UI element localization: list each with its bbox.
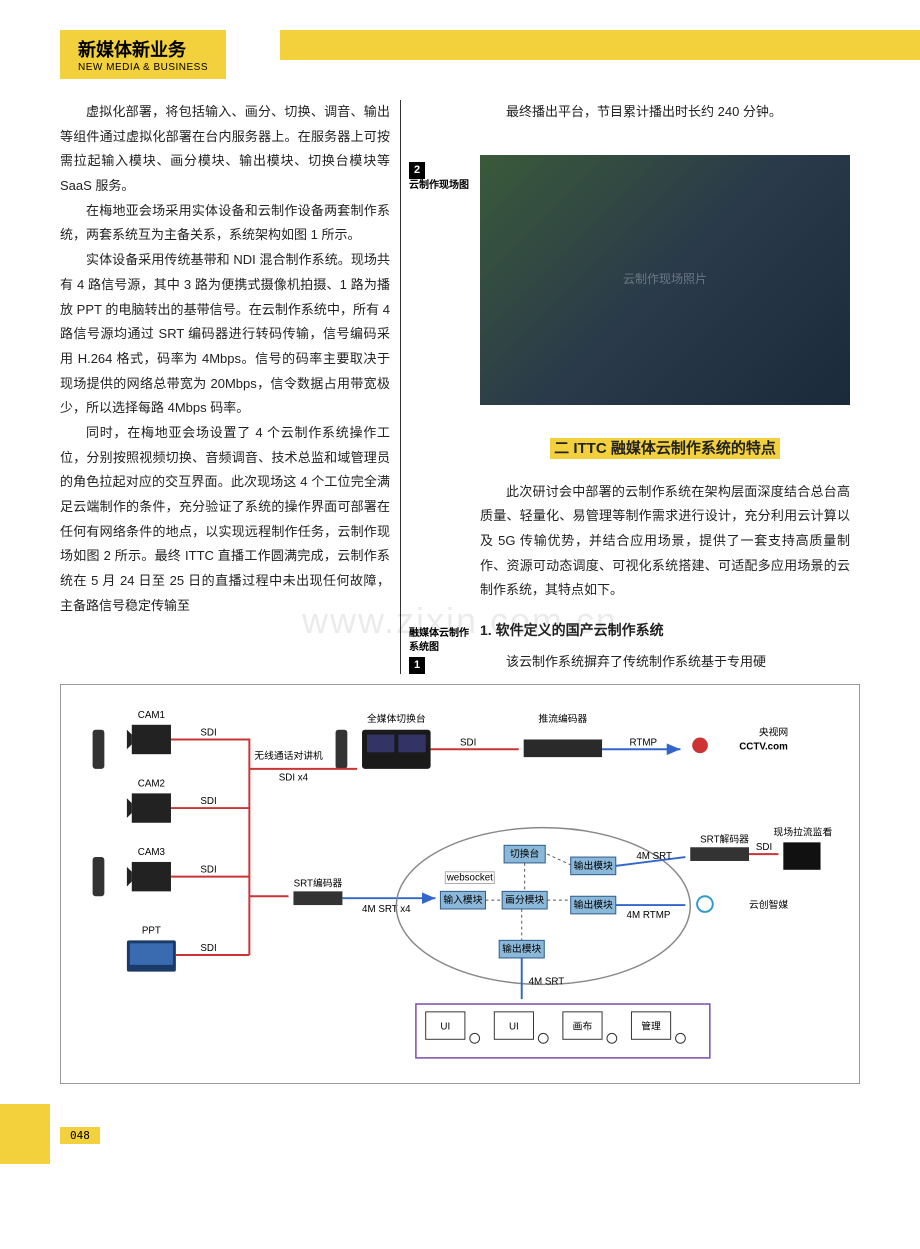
svg-text:全媒体切换台: 全媒体切换台: [367, 712, 426, 725]
svg-text:切换台: 切换台: [510, 847, 540, 860]
system-diagram: CAM1 CAM2 CAM3 PPT SDI SDI SDI SDI 无线通话对…: [60, 684, 860, 1084]
content-columns: 虚拟化部署，将包括输入、画分、切换、调音、输出等组件通过虚拟化部署在台内服务器上…: [0, 100, 920, 674]
svg-text:推流编码器: 推流编码器: [538, 712, 587, 725]
right-p2: 此次研讨会中部署的云制作系统在架构层面深度结合总台高质量、轻量化、易管理等制作需…: [480, 480, 850, 603]
svg-text:SDI x4: SDI x4: [279, 773, 309, 784]
svg-text:RTMP: RTMP: [629, 738, 657, 749]
section-title: 二 ITTC 融媒体云制作系统的特点: [550, 438, 780, 459]
figure-1-caption: 融媒体云制作系统图: [409, 628, 469, 653]
svg-text:SDI: SDI: [200, 944, 216, 955]
left-p4: 同时，在梅地亚会场设置了 4 个云制作系统操作工位，分别按照视频切换、音频调音、…: [60, 421, 390, 619]
figure-2-caption: 云制作现场图: [409, 180, 469, 191]
figure-1-label: 融媒体云制作系统图 1: [409, 627, 470, 674]
svg-text:UI: UI: [509, 1022, 519, 1033]
svg-text:CAM1: CAM1: [138, 710, 165, 721]
svg-text:SDI: SDI: [200, 865, 216, 876]
svg-text:CAM3: CAM3: [138, 848, 166, 859]
svg-text:SDI: SDI: [756, 843, 772, 854]
header-decor-bar: [280, 30, 920, 60]
svg-text:CCTV.com: CCTV.com: [739, 742, 788, 753]
left-column: 虚拟化部署，将包括输入、画分、切换、调音、输出等组件通过虚拟化部署在台内服务器上…: [60, 100, 400, 674]
page-header: 新媒体新业务 NEW MEDIA & BUSINESS: [0, 0, 920, 80]
svg-text:SRT解码器: SRT解码器: [700, 833, 749, 846]
ui-workstations: UI UI 画布 管理: [426, 1012, 686, 1043]
subsection-title: 1. 软件定义的国产云制作系统: [480, 617, 850, 644]
svg-text:SDI: SDI: [460, 738, 476, 749]
svg-text:云创智媒: 云创智媒: [749, 898, 788, 911]
camera-group: CAM1 CAM2 CAM3 PPT: [127, 710, 176, 972]
svg-text:4M SRT x4: 4M SRT x4: [362, 904, 411, 915]
diagram-svg: CAM1 CAM2 CAM3 PPT SDI SDI SDI SDI 无线通话对…: [73, 697, 847, 1071]
svg-text:UI: UI: [440, 1022, 450, 1033]
header-title-cn: 新媒体新业务: [78, 36, 208, 62]
svg-text:无线通话对讲机: 无线通话对讲机: [254, 749, 323, 762]
footer-corner-decor: [0, 1104, 50, 1164]
left-p1: 虚拟化部署，将包括输入、画分、切换、调音、输出等组件通过虚拟化部署在台内服务器上…: [60, 100, 390, 199]
svg-text:输出模块: 输出模块: [502, 942, 541, 955]
figure-1-number: 1: [409, 657, 425, 674]
svg-text:现场拉流监看: 现场拉流监看: [774, 826, 833, 839]
svg-text:管理: 管理: [641, 1020, 661, 1033]
svg-text:CAM2: CAM2: [138, 779, 165, 790]
svg-text:SRT编码器: SRT编码器: [294, 877, 343, 890]
walkie-icon-2: [93, 857, 105, 896]
svg-text:SDI: SDI: [200, 797, 216, 808]
svg-text:央视网: 央视网: [759, 726, 788, 739]
section-heading-wrap: 二 ITTC 融媒体云制作系统的特点: [480, 435, 850, 462]
right-column: 最终播出平台，节目累计播出时长约 240 分钟。 云制作现场照片 二 ITTC …: [470, 100, 850, 674]
middle-column: 2 云制作现场图 融媒体云制作系统图 1: [400, 100, 470, 674]
page-footer: 048: [0, 1104, 920, 1164]
right-p1: 最终播出平台，节目累计播出时长约 240 分钟。: [480, 100, 850, 125]
svg-text:4M SRT: 4M SRT: [529, 977, 565, 988]
svg-text:websocket: websocket: [446, 873, 493, 884]
figure-2-number: 2: [409, 162, 425, 179]
left-p3: 实体设备采用传统基带和 NDI 混合制作系统。现场共有 4 路信号源，其中 3 …: [60, 248, 390, 421]
svg-text:输入模块: 输入模块: [443, 894, 482, 907]
photo-cloudproduction: 云制作现场照片: [480, 155, 850, 405]
svg-text:输出模块: 输出模块: [574, 859, 613, 872]
right-p3: 该云制作系统摒弃了传统制作系统基于专用硬: [480, 650, 850, 675]
svg-text:SDI: SDI: [200, 728, 216, 739]
left-p2: 在梅地亚会场采用实体设备和云制作设备两套制作系统，两套系统互为主备关系，系统架构…: [60, 199, 390, 248]
svg-text:输出模块: 输出模块: [574, 898, 613, 911]
svg-text:4M SRT: 4M SRT: [636, 851, 672, 862]
svg-text:画分模块: 画分模块: [505, 895, 544, 907]
svg-text:画布: 画布: [573, 1021, 593, 1033]
walkie-icon-1: [93, 730, 105, 769]
svg-text:4M RTMP: 4M RTMP: [627, 910, 671, 921]
header-title-en: NEW MEDIA & BUSINESS: [78, 62, 208, 73]
svg-text:PPT: PPT: [142, 926, 161, 937]
header-tab: 新媒体新业务 NEW MEDIA & BUSINESS: [60, 30, 226, 79]
figure-2-label: 2 云制作现场图: [409, 160, 469, 193]
page-number: 048: [60, 1127, 100, 1144]
